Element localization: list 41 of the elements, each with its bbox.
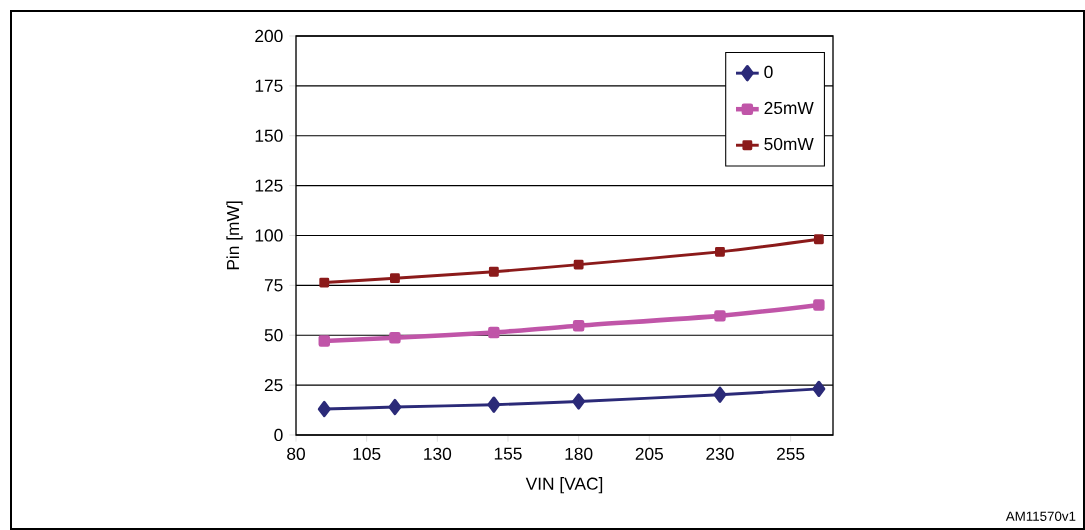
y-tick-label: 125	[255, 179, 283, 192]
y-tick-label: 100	[255, 229, 283, 242]
legend-label: 25mW	[764, 101, 814, 115]
y-tick-label: 25	[264, 378, 283, 392]
point	[487, 396, 501, 413]
x-tick-label: 80	[287, 447, 305, 460]
point	[572, 393, 586, 410]
x-tick-label: 130	[424, 447, 452, 460]
x-tick-label: 255	[777, 447, 805, 460]
point	[713, 386, 727, 403]
point	[714, 310, 726, 322]
legend-label: 50mW	[764, 137, 814, 151]
point	[318, 335, 331, 347]
point	[812, 380, 826, 398]
y-tick-label: 75	[264, 279, 283, 292]
y-tick-label: 200	[255, 29, 283, 43]
x-tick-label: 205	[635, 447, 664, 460]
y-tick-label: 0	[274, 428, 283, 442]
y-tick-label: 50	[264, 329, 283, 342]
point	[813, 234, 824, 245]
x-tick-label: 155	[494, 447, 522, 460]
x-axis-title: VIN [VAC]	[525, 477, 603, 494]
legend-label: 0	[764, 65, 773, 79]
y-axis-title: Pin [mW]	[226, 201, 243, 270]
point	[389, 332, 401, 344]
point	[389, 273, 400, 284]
x-tick-label: 180	[565, 447, 593, 460]
point	[488, 266, 499, 277]
point	[388, 398, 402, 416]
point	[715, 246, 725, 257]
point	[572, 319, 585, 332]
text: AM11570v1	[1005, 511, 1076, 521]
y-tick-label: 150	[255, 129, 283, 142]
x-tick-label: 230	[706, 447, 734, 460]
point	[573, 259, 584, 270]
point	[319, 277, 330, 288]
point	[488, 326, 500, 339]
point	[317, 400, 331, 418]
x-tick-label: 105	[353, 447, 381, 460]
point	[813, 299, 825, 311]
y-tick-label: 175	[255, 79, 283, 92]
